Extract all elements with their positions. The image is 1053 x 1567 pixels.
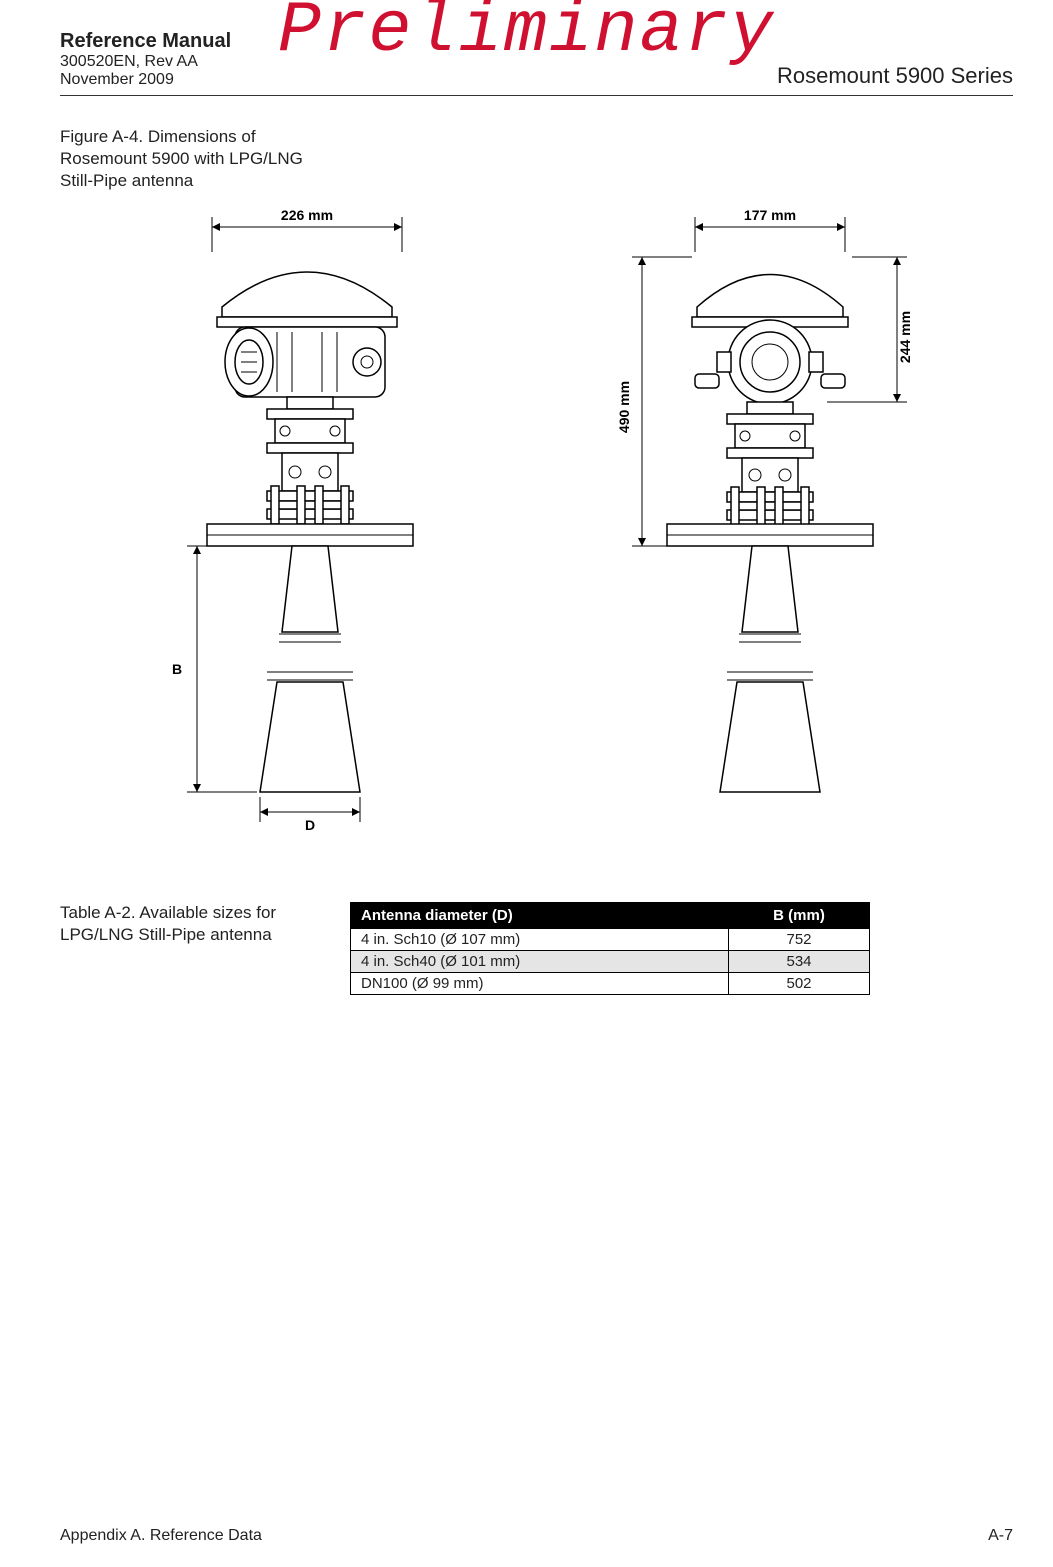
dim-490: 490 mm — [616, 381, 632, 433]
cell-d: DN100 (Ø 99 mm) — [351, 973, 729, 995]
dim-244: 244 mm — [897, 311, 913, 363]
table-row: DN100 (Ø 99 mm) 502 — [351, 973, 870, 995]
cell-d: 4 in. Sch40 (Ø 101 mm) — [351, 951, 729, 973]
dim-top-left: 226 mm — [280, 207, 332, 223]
col-b-mm: B (mm) — [729, 903, 870, 929]
product-name: Rosemount 5900 Series — [777, 63, 1013, 89]
table-caption-line: Table A-2. Available sizes for — [60, 902, 320, 924]
footer-left: Appendix A. Reference Data — [60, 1527, 262, 1545]
table-caption-line: LPG/LNG Still-Pipe antenna — [60, 924, 320, 946]
table-row: 4 in. Sch40 (Ø 101 mm) 534 — [351, 951, 870, 973]
cell-b: 502 — [729, 973, 870, 995]
cell-d: 4 in. Sch10 (Ø 107 mm) — [351, 929, 729, 951]
manual-title: Reference Manual — [60, 30, 231, 53]
figure-caption-line: Figure A-4. Dimensions of — [60, 126, 1013, 148]
dim-b-label: B — [171, 661, 181, 677]
cell-b: 752 — [729, 929, 870, 951]
table-caption: Table A-2. Available sizes for LPG/LNG S… — [60, 902, 320, 946]
doc-number: 300520EN, Rev AA — [60, 53, 231, 71]
page-header: Reference Manual 300520EN, Rev AA Novemb… — [60, 30, 1013, 96]
footer-right: A-7 — [988, 1527, 1013, 1545]
device-right: 177 mm 244 mm 490 mm — [577, 202, 957, 842]
dim-top-right: 177 mm — [743, 207, 795, 223]
figure-caption-line: Rosemount 5900 with LPG/LNG — [60, 148, 1013, 170]
doc-date: November 2009 — [60, 71, 231, 89]
col-antenna-diameter: Antenna diameter (D) — [351, 903, 729, 929]
dim-d-label: D — [304, 817, 314, 833]
figure-area: 226 mm — [60, 202, 1013, 842]
page-footer: Appendix A. Reference Data A-7 — [60, 1527, 1013, 1545]
device-left: 226 mm — [117, 202, 497, 842]
sizes-table: Antenna diameter (D) B (mm) 4 in. Sch10 … — [350, 902, 870, 995]
table-row: 4 in. Sch10 (Ø 107 mm) 752 — [351, 929, 870, 951]
figure-caption: Figure A-4. Dimensions of Rosemount 5900… — [60, 126, 1013, 192]
figure-caption-line: Still-Pipe antenna — [60, 170, 1013, 192]
cell-b: 534 — [729, 951, 870, 973]
